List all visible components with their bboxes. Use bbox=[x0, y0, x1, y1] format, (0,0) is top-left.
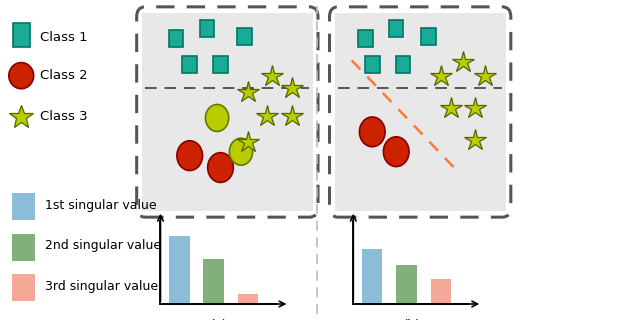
Bar bbox=[358, 30, 373, 47]
Bar bbox=[237, 28, 252, 45]
Circle shape bbox=[230, 138, 253, 165]
Bar bbox=[200, 20, 214, 37]
Text: Class 1: Class 1 bbox=[40, 31, 88, 44]
Text: Class 2: Class 2 bbox=[40, 69, 88, 82]
Circle shape bbox=[205, 104, 229, 132]
Bar bbox=[12, 23, 30, 47]
Circle shape bbox=[177, 141, 203, 171]
Bar bbox=[169, 30, 183, 47]
Text: (a): (a) bbox=[209, 319, 227, 320]
Bar bbox=[182, 56, 197, 73]
Bar bbox=[12, 274, 35, 301]
Bar bbox=[12, 194, 35, 220]
Bar bbox=[365, 56, 379, 73]
Bar bbox=[422, 28, 436, 45]
Circle shape bbox=[208, 153, 233, 182]
Circle shape bbox=[9, 63, 34, 89]
Text: 3rd singular value: 3rd singular value bbox=[45, 280, 157, 293]
Bar bbox=[362, 249, 383, 304]
Bar bbox=[203, 259, 224, 304]
Circle shape bbox=[360, 117, 385, 147]
Text: 2nd singular value: 2nd singular value bbox=[45, 239, 160, 252]
Bar bbox=[213, 56, 228, 73]
Text: (b): (b) bbox=[402, 319, 420, 320]
Bar bbox=[389, 20, 404, 37]
Bar bbox=[396, 56, 411, 73]
Bar bbox=[12, 234, 35, 261]
Circle shape bbox=[383, 137, 409, 166]
Bar bbox=[238, 294, 258, 304]
Text: 1st singular value: 1st singular value bbox=[45, 199, 156, 212]
Text: Class 3: Class 3 bbox=[40, 110, 88, 124]
Bar bbox=[430, 279, 451, 304]
Bar bbox=[169, 236, 190, 304]
Bar bbox=[396, 266, 417, 304]
